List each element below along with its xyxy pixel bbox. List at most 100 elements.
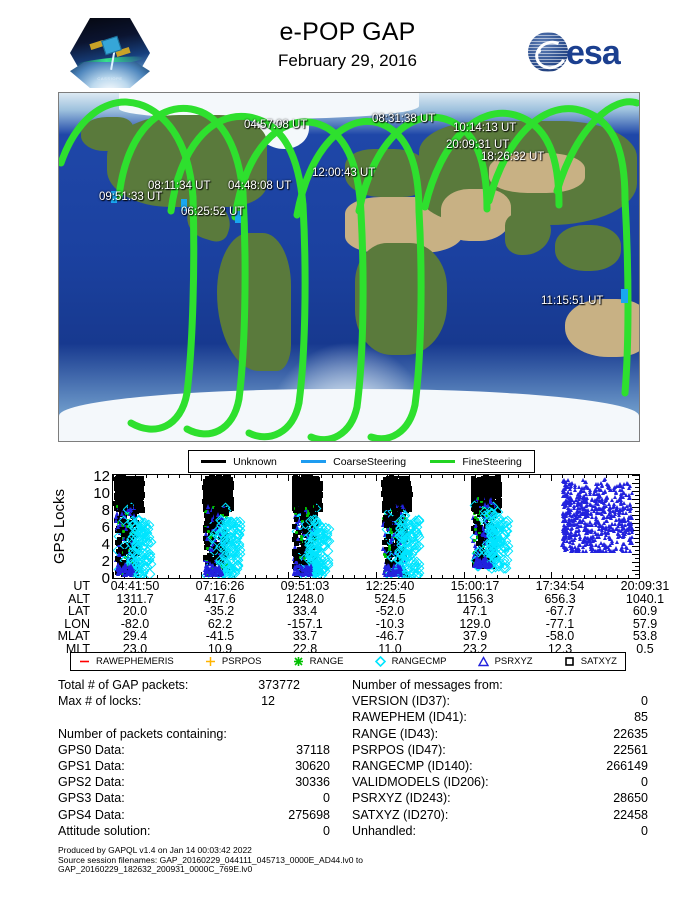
table-cell: 20:09:31 — [620, 579, 670, 593]
data-point-square — [202, 506, 209, 512]
row-label-ut: UT — [73, 579, 90, 593]
axis-tick — [632, 530, 639, 532]
data-point-triangle — [218, 524, 222, 530]
axis-tick — [365, 475, 367, 478]
data-point-triangle — [219, 571, 224, 577]
esa-globe-icon — [528, 32, 568, 72]
data-point-square — [306, 499, 312, 506]
data-point-triangle — [610, 514, 615, 519]
data-point-square — [299, 501, 306, 507]
data-point-square — [202, 524, 208, 530]
data-point-square — [293, 482, 299, 488]
legend-entry-rangecmp: RANGECMP — [374, 655, 446, 668]
data-point-square — [304, 528, 310, 534]
data-point-square — [127, 503, 133, 509]
axis-tick — [332, 475, 334, 478]
data-point-square — [302, 560, 308, 566]
axis-tick — [277, 575, 279, 578]
table-cell: 33.4 — [292, 604, 318, 619]
data-point-square — [204, 476, 211, 482]
data-point-triangle — [589, 515, 594, 520]
data-point-triangle — [114, 514, 119, 520]
stat-label: Total # of GAP packets: — [58, 678, 189, 692]
data-point-triangle — [578, 508, 583, 513]
data-point-square — [117, 537, 123, 543]
data-point-square — [120, 475, 127, 481]
data-point-square — [296, 495, 302, 502]
stat-row-attitude: Attitude solution: 0 — [58, 824, 330, 840]
data-point-square — [202, 527, 208, 533]
messages-from-header: Number of messages from: — [352, 678, 503, 692]
data-point-square — [316, 493, 322, 499]
data-point-triangle — [593, 498, 598, 503]
data-point-square — [398, 478, 404, 485]
axis-tick — [551, 475, 553, 481]
stat-label: Max # of locks: — [58, 694, 142, 709]
data-point-square — [294, 555, 300, 561]
axis-tick — [617, 475, 619, 478]
data-point-square — [120, 561, 126, 567]
data-point-triangle — [630, 491, 635, 496]
data-point-square — [122, 500, 129, 506]
data-point-square — [228, 484, 234, 491]
data-point-triangle — [621, 530, 626, 535]
data-point-star — [121, 523, 125, 527]
stat-value: 37118 — [296, 742, 330, 757]
y-tick-label: 4 — [101, 536, 110, 553]
data-point-triangle — [576, 542, 581, 547]
diamond-marker-icon — [374, 655, 386, 668]
data-point-square — [125, 493, 131, 500]
axis-tick — [632, 522, 639, 524]
data-point-triangle — [127, 564, 132, 570]
data-point-square — [293, 516, 299, 522]
data-point-square — [114, 493, 120, 499]
data-point-triangle — [564, 539, 569, 544]
axis-tick — [584, 575, 586, 578]
axis-tick — [617, 575, 619, 578]
data-point-square — [207, 481, 214, 488]
data-point-triangle — [614, 505, 619, 510]
data-point-triangle — [304, 570, 309, 576]
axis-tick — [343, 475, 345, 478]
axis-tick — [397, 475, 399, 478]
data-point-triangle — [304, 507, 309, 513]
data-point-square — [303, 552, 309, 558]
data-point-square — [116, 489, 123, 496]
y-tick-label: 0 — [101, 570, 110, 587]
data-point-square — [478, 481, 484, 488]
data-point-square — [131, 489, 137, 495]
stat-label: PSRPOS (ID47): — [352, 742, 446, 757]
data-point-square — [218, 559, 224, 565]
data-point-star — [224, 563, 228, 567]
data-point-square — [124, 520, 130, 526]
data-point-triangle — [203, 562, 208, 568]
data-point-square — [294, 500, 300, 506]
africa-south-landmass — [355, 243, 447, 355]
data-point-triangle — [603, 488, 608, 493]
data-point-star — [382, 552, 386, 556]
data-point-triangle — [205, 523, 210, 529]
stat-label: RANGE (ID43): — [352, 726, 439, 741]
table-cell: 60.9 — [632, 604, 658, 619]
data-point-triangle — [114, 511, 119, 517]
axis-tick — [266, 475, 268, 478]
data-point-star — [294, 531, 298, 535]
stat-value: 0 — [641, 823, 648, 838]
data-point-square — [317, 505, 323, 512]
data-point-star — [223, 566, 227, 570]
data-point-triangle — [619, 522, 624, 527]
axis-tick — [635, 574, 639, 576]
data-point-square — [116, 486, 122, 492]
data-point-square — [384, 487, 390, 494]
axis-tick — [474, 575, 476, 578]
axis-tick — [255, 475, 257, 478]
axis-tick — [518, 575, 520, 578]
arabia-landmass — [441, 189, 511, 241]
pass-label: 12:00:43 UT — [312, 167, 376, 179]
axis-tick — [419, 575, 421, 578]
data-point-square — [301, 485, 307, 491]
data-point-triangle — [131, 567, 136, 573]
data-point-square — [219, 489, 225, 496]
data-point-square — [313, 562, 319, 568]
data-point-star — [301, 519, 305, 523]
